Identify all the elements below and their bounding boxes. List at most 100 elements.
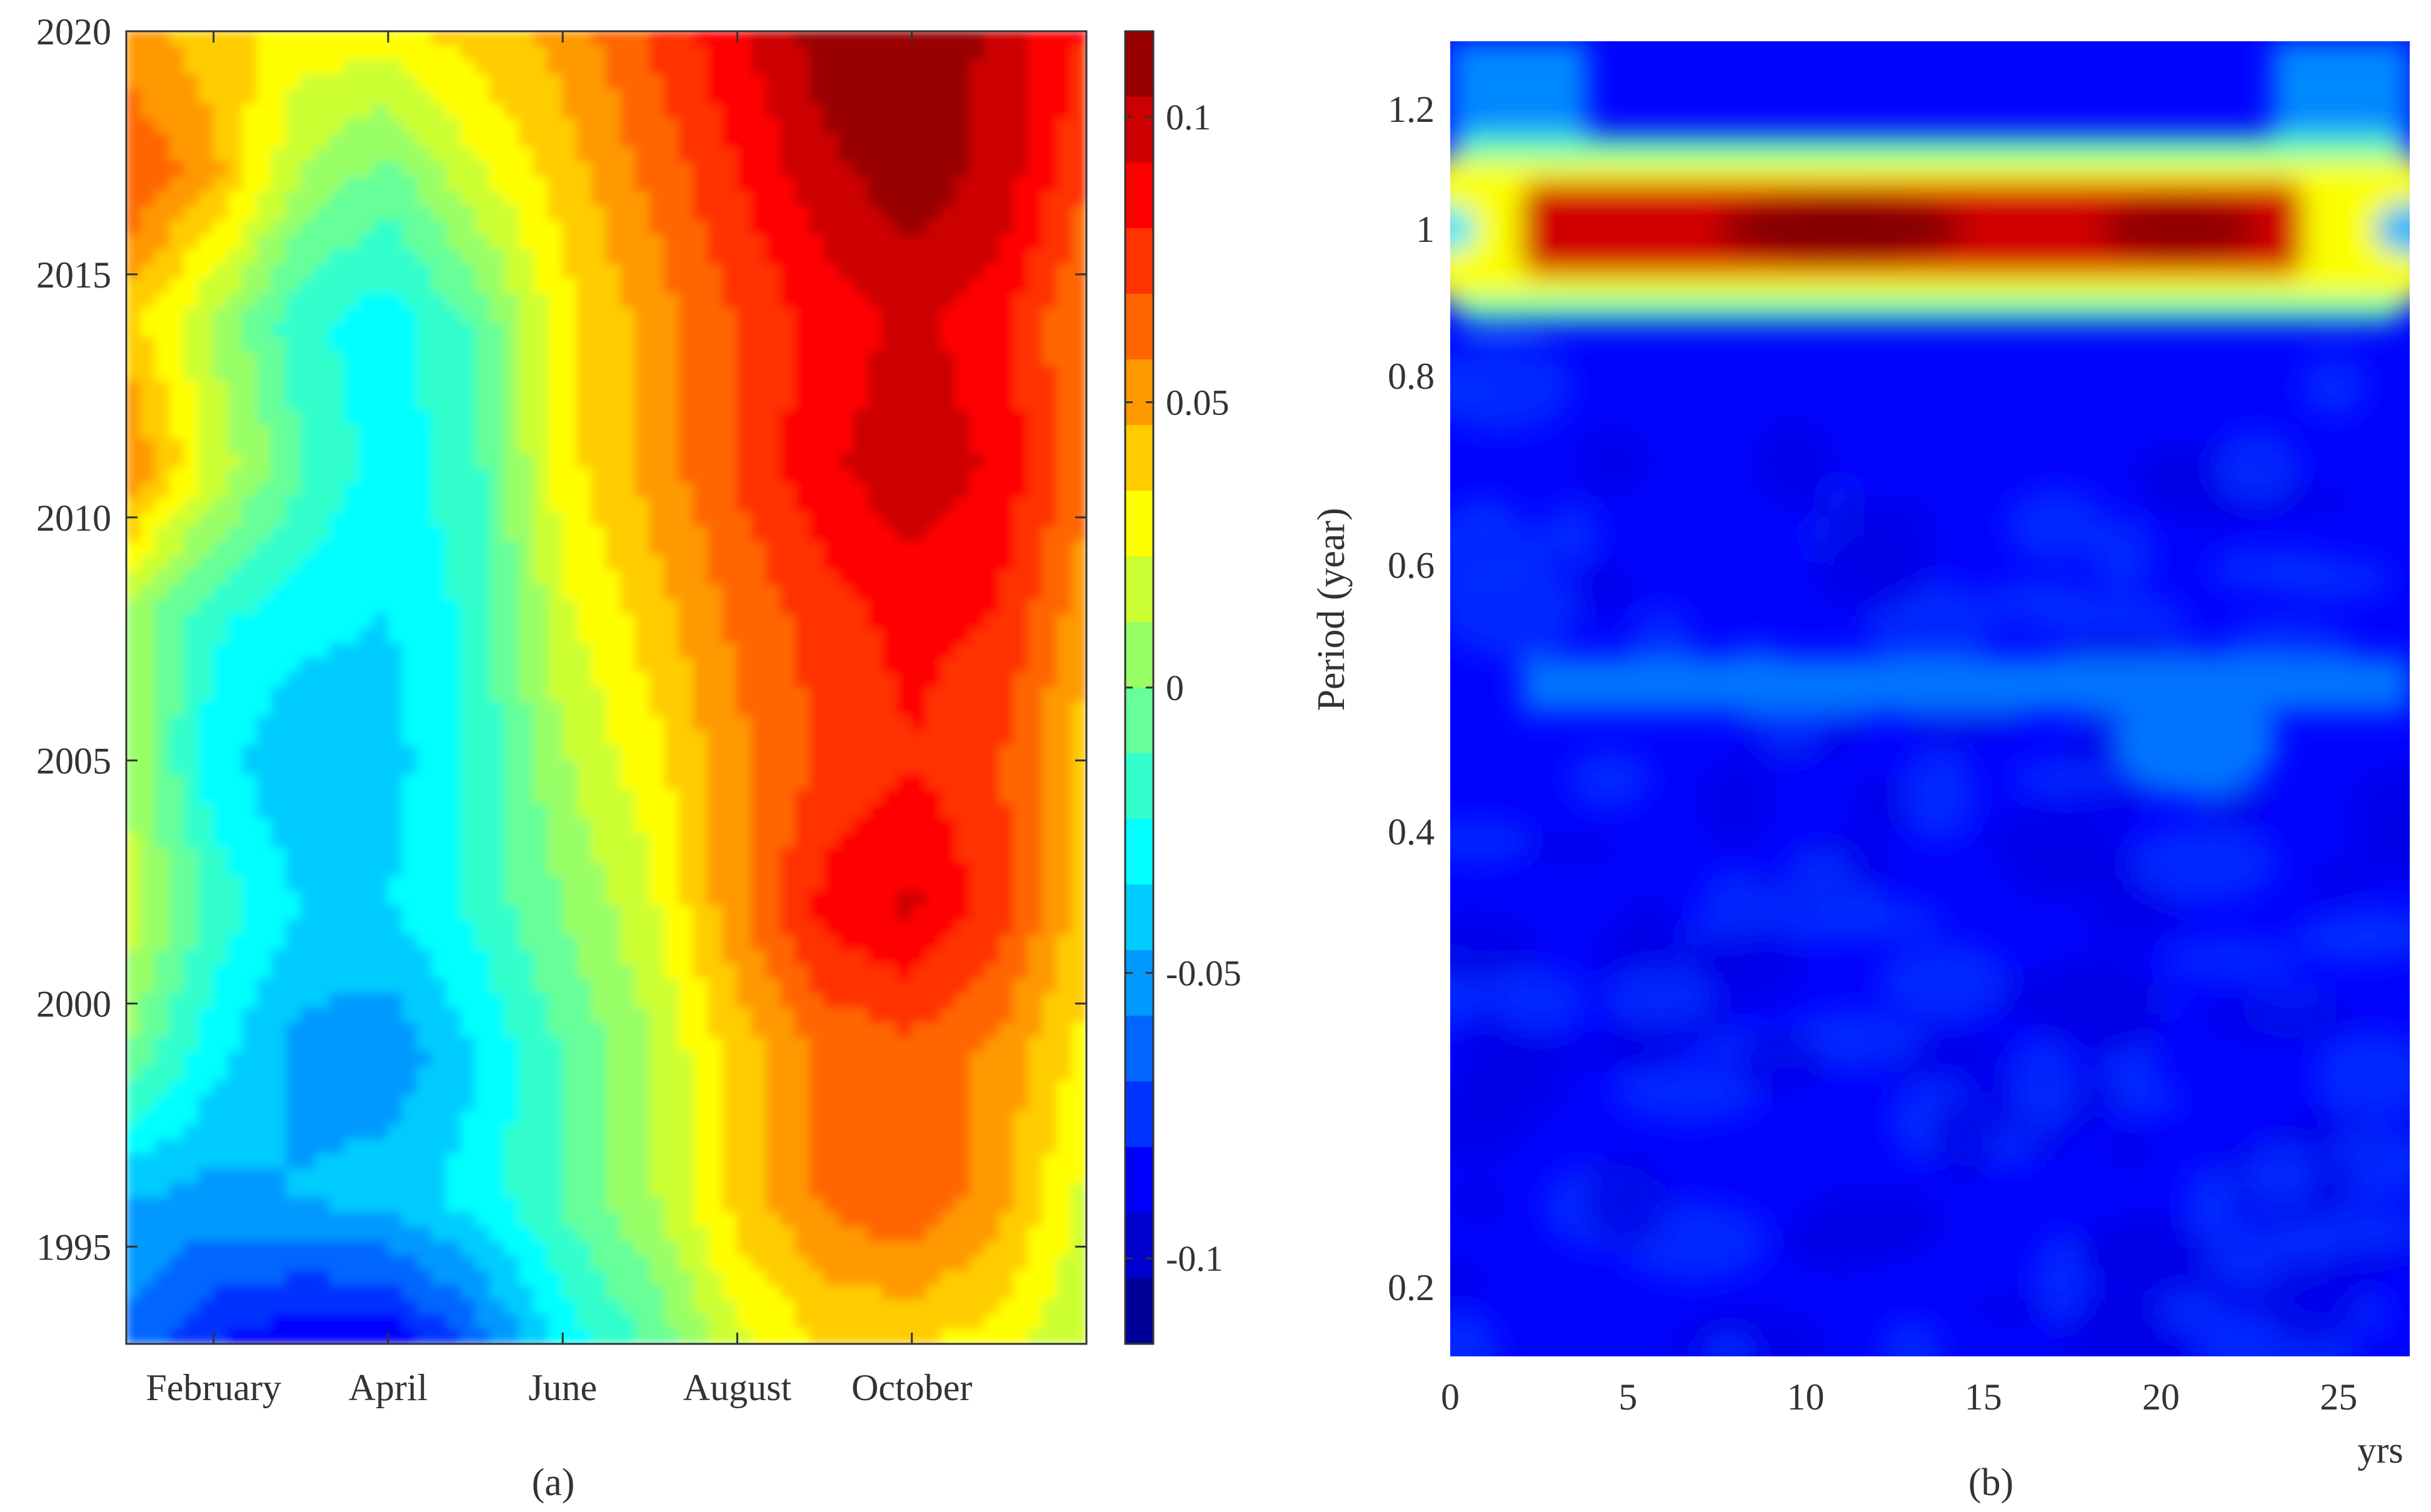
heat-cell-a bbox=[431, 701, 447, 718]
heat-cell-a bbox=[780, 847, 796, 863]
heat-cell-a bbox=[431, 147, 447, 163]
heat-cell-a bbox=[1027, 1008, 1044, 1024]
heat-cell-a bbox=[126, 1037, 142, 1053]
heat-cell-a bbox=[227, 191, 244, 207]
heat-cell-a bbox=[634, 1066, 651, 1082]
heat-cell-a bbox=[562, 191, 578, 207]
heat-cell-a bbox=[882, 687, 898, 703]
heat-cell-a bbox=[1071, 731, 1086, 747]
heat-cell-a bbox=[794, 337, 811, 353]
heat-cell-a bbox=[562, 1022, 578, 1038]
heat-cell-a bbox=[678, 381, 694, 397]
heat-cell-a bbox=[504, 483, 520, 499]
heat-cell-a bbox=[387, 759, 404, 776]
heat-cell-a bbox=[1056, 526, 1073, 543]
heat-cell-a bbox=[140, 468, 156, 484]
heat-cell-a bbox=[242, 1066, 258, 1082]
heat-cell-a bbox=[955, 191, 971, 207]
heat-cell-a bbox=[184, 731, 200, 747]
heat-cell-a bbox=[780, 395, 796, 411]
heat-cell-a bbox=[1013, 147, 1029, 163]
heat-cell-a bbox=[256, 541, 273, 557]
heat-cell-a bbox=[198, 264, 214, 280]
heat-cell-a bbox=[358, 351, 374, 368]
heat-cell-a bbox=[504, 891, 520, 907]
heat-cell-a bbox=[824, 789, 840, 805]
heat-cell-a bbox=[678, 949, 694, 966]
heat-cell-a bbox=[1027, 1095, 1044, 1111]
heat-cell-a bbox=[242, 584, 258, 601]
heat-cell-a bbox=[286, 497, 302, 513]
heat-cell-a bbox=[634, 745, 651, 761]
heat-cell-a bbox=[576, 920, 593, 936]
heat-cell-a bbox=[853, 118, 869, 134]
heat-cell-a bbox=[547, 833, 564, 849]
heat-cell-a bbox=[882, 584, 898, 601]
heat-cell-a bbox=[678, 395, 694, 411]
heat-cell-a bbox=[387, 453, 404, 469]
heat-cell-a bbox=[576, 220, 593, 236]
heat-cell-a bbox=[344, 1022, 360, 1038]
heat-cell-a bbox=[416, 847, 433, 863]
heat-cell-a bbox=[126, 424, 142, 441]
heat-cell-a bbox=[373, 891, 389, 907]
heat-cell-a bbox=[344, 264, 360, 280]
heat-cell-a bbox=[314, 1051, 331, 1068]
heat-cell-a bbox=[184, 1037, 200, 1053]
heat-cell-a bbox=[446, 643, 462, 659]
heat-cell-a bbox=[751, 570, 767, 586]
heat-cell-a bbox=[314, 497, 331, 513]
heat-cell-a bbox=[460, 658, 476, 674]
heat-cell-a bbox=[634, 789, 651, 805]
heat-cell-a bbox=[620, 701, 636, 718]
heat-cell-a bbox=[649, 351, 666, 368]
heat-cell-a bbox=[271, 1008, 287, 1024]
heat-cell-a bbox=[256, 1095, 273, 1111]
heat-cell-a bbox=[693, 614, 709, 630]
heat-cell-a bbox=[678, 45, 694, 61]
heat-cell-a bbox=[198, 497, 214, 513]
heat-cell-a bbox=[736, 147, 753, 163]
heat-cell-a bbox=[722, 556, 738, 572]
heat-cell-a bbox=[824, 876, 840, 893]
heat-cell-a bbox=[154, 876, 171, 893]
heat-cell-a bbox=[606, 643, 622, 659]
heat-cell-a bbox=[533, 337, 549, 353]
heat-cell-a bbox=[358, 789, 374, 805]
heat-cell-a bbox=[518, 570, 534, 586]
heat-cell-a bbox=[736, 468, 753, 484]
heat-cell-a bbox=[606, 322, 622, 338]
heat-cell-a bbox=[1042, 1008, 1058, 1024]
heat-cell-a bbox=[896, 59, 913, 76]
heat-cell-a bbox=[1042, 512, 1058, 528]
heat-cell-a bbox=[693, 249, 709, 266]
heat-cell-a bbox=[314, 803, 331, 819]
heat-cell-a bbox=[1013, 1066, 1029, 1082]
heat-cell-a bbox=[591, 934, 607, 951]
heat-cell-a bbox=[271, 395, 287, 411]
heat-cell-a bbox=[838, 45, 855, 61]
heat-cell-a bbox=[634, 687, 651, 703]
heat-cell-a bbox=[984, 876, 1000, 893]
heat-cell-a bbox=[518, 599, 534, 616]
heat-cell-a bbox=[620, 731, 636, 747]
heat-cell-a bbox=[998, 483, 1015, 499]
heat-cell-a bbox=[911, 789, 927, 805]
heat-cell-a bbox=[736, 862, 753, 878]
heat-cell-a bbox=[169, 220, 186, 236]
heat-cell-a bbox=[940, 584, 956, 601]
heat-cell-a bbox=[387, 31, 404, 47]
heat-cell-a bbox=[998, 658, 1015, 674]
heat-cell-a bbox=[387, 409, 404, 426]
heat-cell-a bbox=[387, 803, 404, 819]
heat-cell-a bbox=[736, 1095, 753, 1111]
heat-cell-a bbox=[794, 745, 811, 761]
heat-cell-a bbox=[213, 716, 229, 732]
heat-cell-a bbox=[707, 45, 724, 61]
heat-cell-a bbox=[358, 891, 374, 907]
heat-cell-a bbox=[416, 556, 433, 572]
heat-cell-a bbox=[882, 366, 898, 382]
heat-cell-a bbox=[126, 876, 142, 893]
heat-cell-a bbox=[882, 337, 898, 353]
heat-cell-a bbox=[416, 103, 433, 119]
